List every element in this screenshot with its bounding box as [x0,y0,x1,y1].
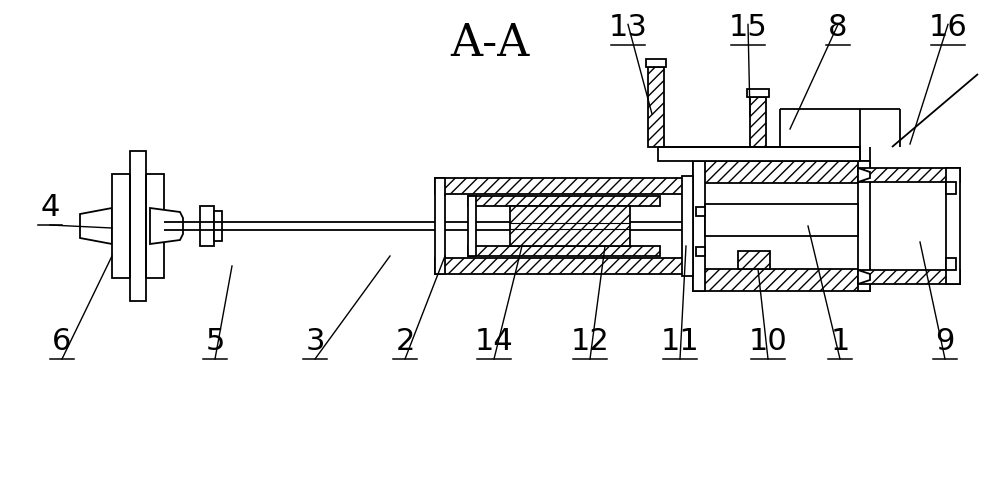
Bar [747,89,769,97]
Bar [468,196,476,256]
Text: A-A: A-A [450,22,530,65]
Text: 8: 8 [828,13,848,42]
Bar [214,211,222,241]
Bar [683,178,693,274]
Polygon shape [858,168,870,182]
Polygon shape [150,208,183,244]
Bar [200,206,214,246]
Text: 15: 15 [729,13,767,42]
Bar [112,174,164,278]
Bar [946,258,956,270]
Bar [435,178,445,274]
Bar [696,247,705,256]
Bar [693,269,870,291]
Bar [658,147,860,161]
Text: 16: 16 [929,13,967,42]
Text: 10: 10 [749,327,787,356]
Bar [858,168,960,182]
Bar [510,206,630,246]
Text: 12: 12 [571,327,609,356]
Bar [130,151,146,301]
Text: 2: 2 [395,327,415,356]
Bar [646,59,666,67]
Bar [946,168,960,284]
Bar [738,251,770,269]
Text: 3: 3 [305,327,325,356]
Bar [682,176,693,276]
Text: 11: 11 [661,327,699,356]
Text: 4: 4 [40,193,60,222]
Bar [648,67,664,147]
Text: 6: 6 [52,327,72,356]
Text: 5: 5 [205,327,225,356]
Bar [858,270,960,284]
Text: 13: 13 [609,13,647,42]
Bar [468,246,660,256]
Bar [693,161,705,291]
Bar [696,207,705,216]
Text: 14: 14 [475,327,513,356]
Bar [858,161,870,291]
Text: 1: 1 [830,327,850,356]
Bar [946,182,956,194]
Bar [750,97,766,147]
Polygon shape [858,270,870,284]
Bar [468,196,660,206]
Bar [693,161,870,183]
Text: 9: 9 [935,327,955,356]
Polygon shape [80,208,112,244]
Bar [435,178,693,194]
Bar [705,204,858,236]
Bar [435,258,693,274]
